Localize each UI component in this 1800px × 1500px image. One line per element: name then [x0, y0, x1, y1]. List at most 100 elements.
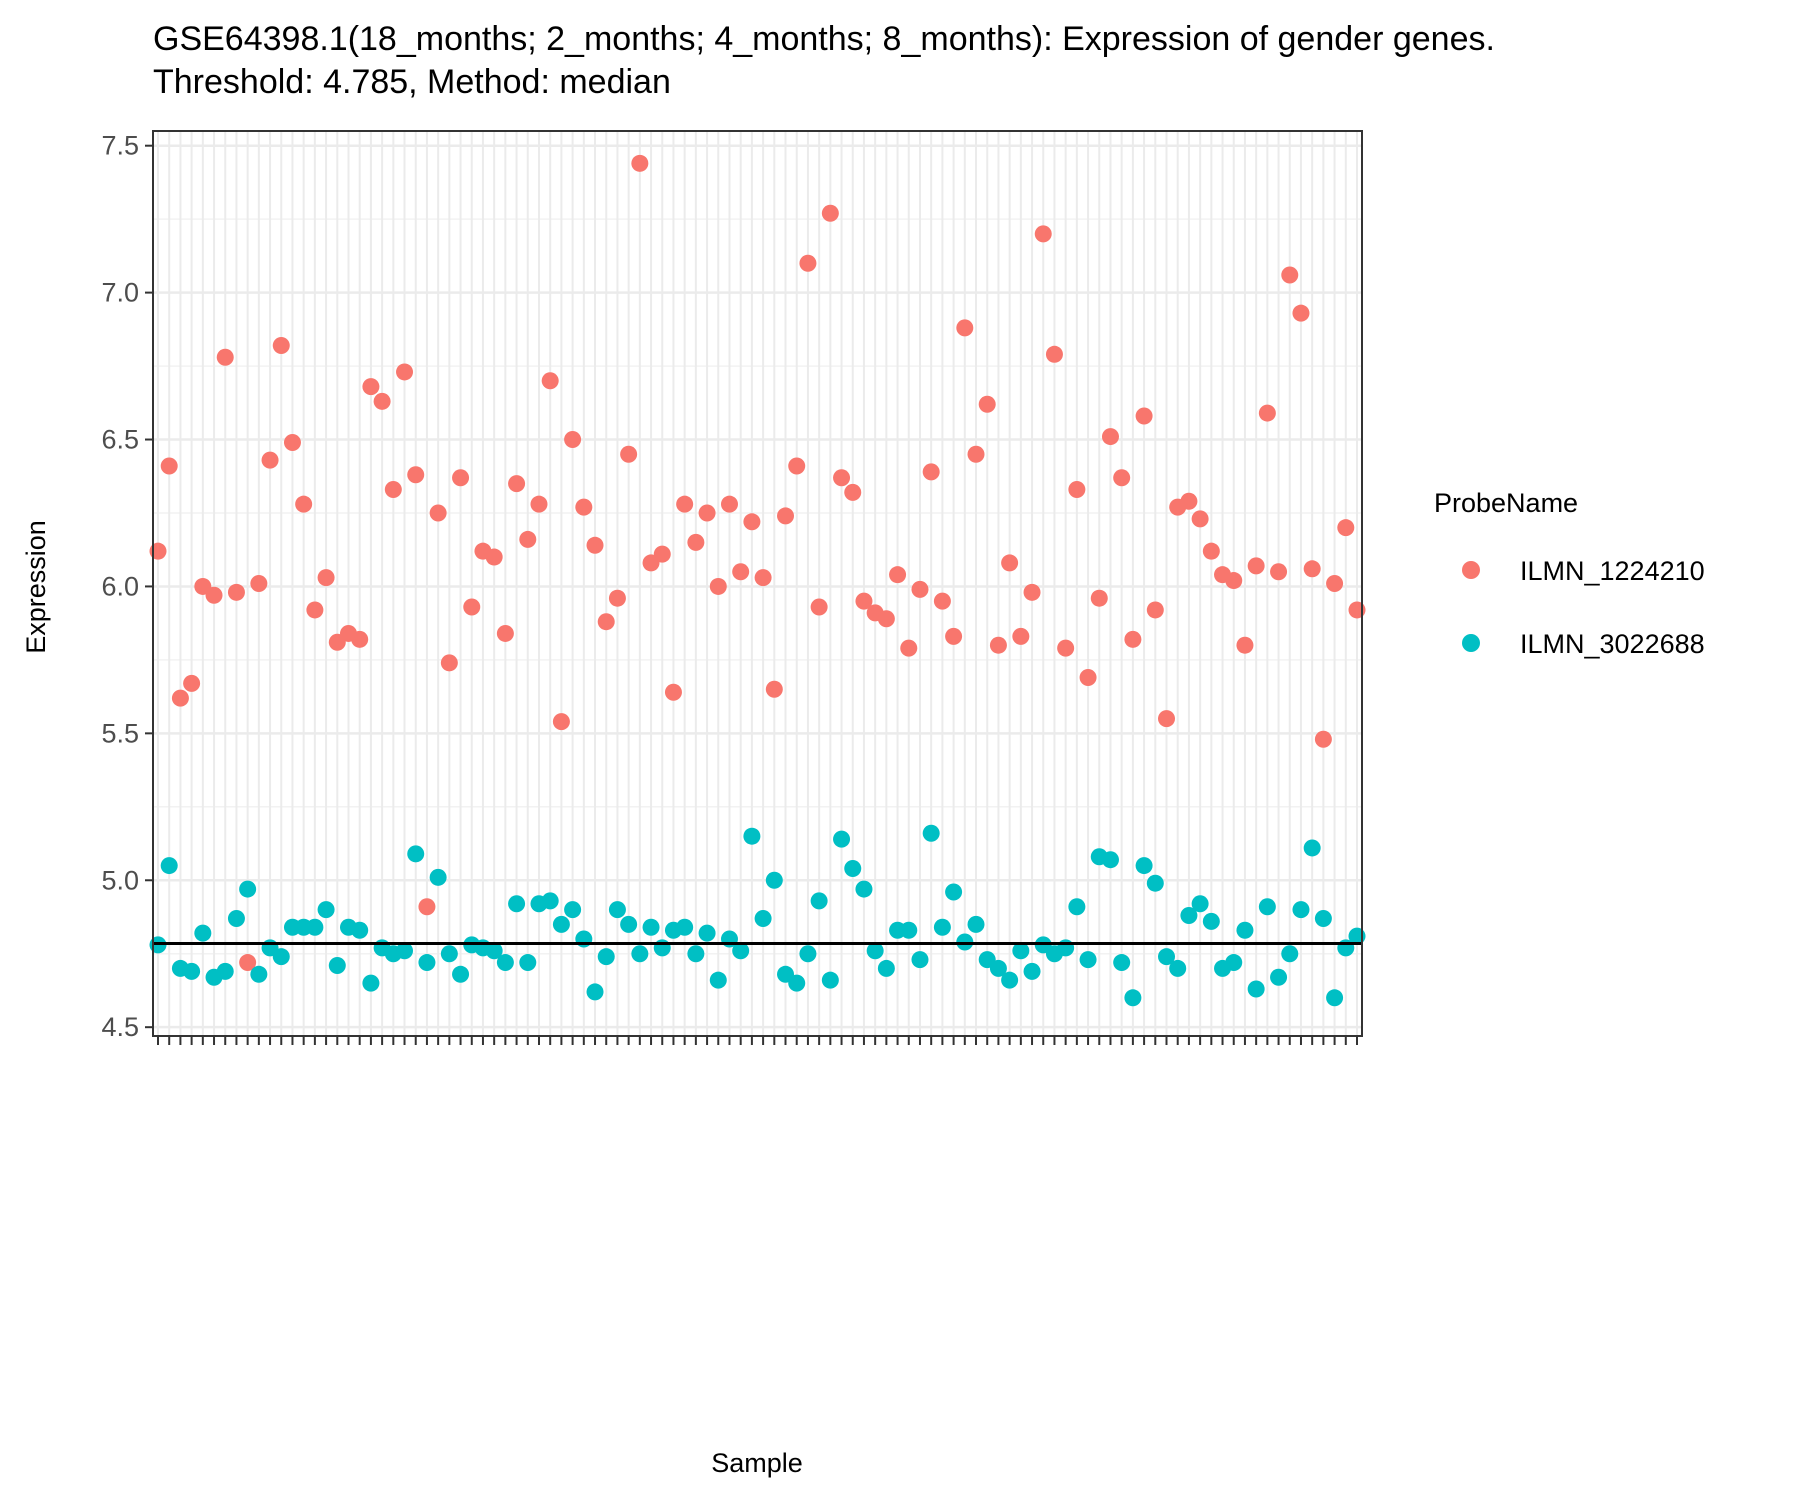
data-point-ilmn-3022688	[1057, 939, 1075, 957]
data-point-ilmn-3022688	[810, 892, 828, 910]
data-point-ilmn-3022688	[1012, 942, 1030, 960]
data-point-ilmn-1224210	[945, 627, 963, 645]
data-point-ilmn-3022688	[788, 974, 806, 992]
data-point-ilmn-1224210	[261, 451, 279, 469]
data-point-ilmn-1224210	[956, 319, 974, 337]
data-point-ilmn-1224210	[418, 898, 436, 916]
data-point-ilmn-3022688	[418, 954, 436, 972]
data-point-ilmn-1224210	[272, 336, 290, 354]
data-point-ilmn-1224210	[463, 598, 481, 616]
data-point-ilmn-1224210	[407, 466, 425, 484]
data-point-ilmn-1224210	[1068, 480, 1086, 498]
data-point-ilmn-3022688	[183, 962, 201, 980]
data-point-ilmn-1224210	[1236, 636, 1254, 654]
y-axis-title: Expression	[21, 520, 51, 654]
data-point-ilmn-3022688	[1146, 874, 1164, 892]
data-point-ilmn-3022688	[1326, 989, 1344, 1007]
data-point-ilmn-1224210	[1337, 519, 1355, 537]
data-point-ilmn-1224210	[709, 577, 727, 595]
data-point-ilmn-1224210	[631, 154, 649, 172]
data-point-ilmn-1224210	[440, 654, 458, 672]
data-point-ilmn-1224210	[216, 348, 234, 366]
data-point-ilmn-1224210	[989, 636, 1007, 654]
data-point-ilmn-1224210	[821, 204, 839, 222]
data-point-ilmn-3022688	[821, 971, 839, 989]
data-point-ilmn-1224210	[496, 624, 514, 642]
data-point-ilmn-1224210	[362, 378, 380, 396]
data-point-ilmn-3022688	[496, 954, 514, 972]
data-point-ilmn-3022688	[1258, 898, 1276, 916]
data-point-ilmn-3022688	[1281, 945, 1299, 963]
data-point-ilmn-1224210	[586, 536, 604, 554]
data-point-ilmn-3022688	[485, 942, 503, 960]
data-point-ilmn-3022688	[1068, 898, 1086, 916]
data-point-ilmn-1224210	[978, 395, 996, 413]
data-point-ilmn-1224210	[676, 495, 694, 513]
legend-label-ilmn-3022688: ILMN_3022688	[1520, 629, 1705, 659]
data-point-ilmn-1224210	[608, 589, 626, 607]
data-point-ilmn-1224210	[911, 580, 929, 598]
data-point-ilmn-3022688	[1270, 968, 1288, 986]
data-point-ilmn-1224210	[1034, 225, 1052, 243]
data-point-ilmn-1224210	[1247, 557, 1265, 575]
data-point-ilmn-3022688	[552, 915, 570, 933]
data-point-ilmn-1224210	[1001, 554, 1019, 572]
data-point-ilmn-1224210	[844, 483, 862, 501]
data-point-ilmn-3022688	[642, 918, 660, 936]
data-point-ilmn-3022688	[306, 918, 324, 936]
y-tick-label: 5.0	[101, 865, 139, 895]
data-point-ilmn-3022688	[945, 883, 963, 901]
data-point-ilmn-3022688	[508, 895, 526, 913]
data-point-ilmn-3022688	[407, 845, 425, 863]
data-point-ilmn-3022688	[1191, 895, 1209, 913]
data-point-ilmn-3022688	[989, 959, 1007, 977]
data-point-ilmn-3022688	[900, 921, 918, 939]
data-point-ilmn-3022688	[754, 909, 772, 927]
data-point-ilmn-1224210	[283, 433, 301, 451]
data-point-ilmn-1224210	[788, 457, 806, 475]
data-point-ilmn-1224210	[900, 639, 918, 657]
data-point-ilmn-1224210	[1012, 627, 1030, 645]
data-point-ilmn-3022688	[575, 930, 593, 948]
data-point-ilmn-1224210	[1258, 404, 1276, 422]
data-point-ilmn-1224210	[519, 530, 537, 548]
data-point-ilmn-3022688	[1225, 954, 1243, 972]
legend-label-ilmn-1224210: ILMN_1224210	[1520, 556, 1705, 586]
y-tick-label: 7.5	[101, 131, 139, 161]
data-points	[149, 154, 1366, 1007]
data-point-ilmn-3022688	[967, 915, 985, 933]
data-point-ilmn-1224210	[1326, 575, 1344, 592]
x-axis	[157, 1036, 1358, 1045]
legend-title: ProbeName	[1434, 488, 1578, 518]
data-point-ilmn-1224210	[1202, 542, 1220, 560]
data-point-ilmn-3022688	[519, 954, 537, 972]
data-point-ilmn-3022688	[1124, 989, 1142, 1007]
data-point-ilmn-3022688	[452, 965, 470, 983]
data-point-ilmn-1224210	[552, 713, 570, 731]
data-point-ilmn-1224210	[541, 372, 559, 390]
data-point-ilmn-1224210	[429, 504, 447, 522]
data-point-ilmn-3022688	[765, 871, 783, 889]
data-point-ilmn-1224210	[1045, 345, 1063, 363]
data-point-ilmn-1224210	[1158, 710, 1176, 728]
data-point-ilmn-1224210	[1135, 407, 1153, 425]
data-point-ilmn-3022688	[351, 921, 369, 939]
data-point-ilmn-3022688	[1158, 948, 1176, 966]
data-point-ilmn-1224210	[1225, 572, 1243, 590]
data-point-ilmn-3022688	[608, 901, 626, 919]
y-axis: 4.5 5.0 5.5 6.0 6.5 7.0 7.5	[101, 131, 153, 1042]
data-point-ilmn-3022688	[676, 918, 694, 936]
data-point-ilmn-3022688	[396, 942, 414, 960]
data-point-ilmn-1224210	[1180, 492, 1198, 510]
data-point-ilmn-3022688	[1101, 851, 1119, 869]
data-point-ilmn-1224210	[967, 445, 985, 463]
data-point-ilmn-1224210	[564, 431, 582, 449]
data-point-ilmn-1224210	[732, 563, 750, 581]
data-point-ilmn-3022688	[1023, 962, 1041, 980]
y-tick-label: 5.5	[101, 718, 139, 748]
data-point-ilmn-3022688	[866, 942, 884, 960]
data-point-ilmn-1224210	[765, 680, 783, 698]
legend-swatch-ilmn-1224210	[1462, 561, 1480, 579]
data-point-ilmn-1224210	[306, 601, 324, 619]
data-point-ilmn-3022688	[922, 824, 940, 842]
